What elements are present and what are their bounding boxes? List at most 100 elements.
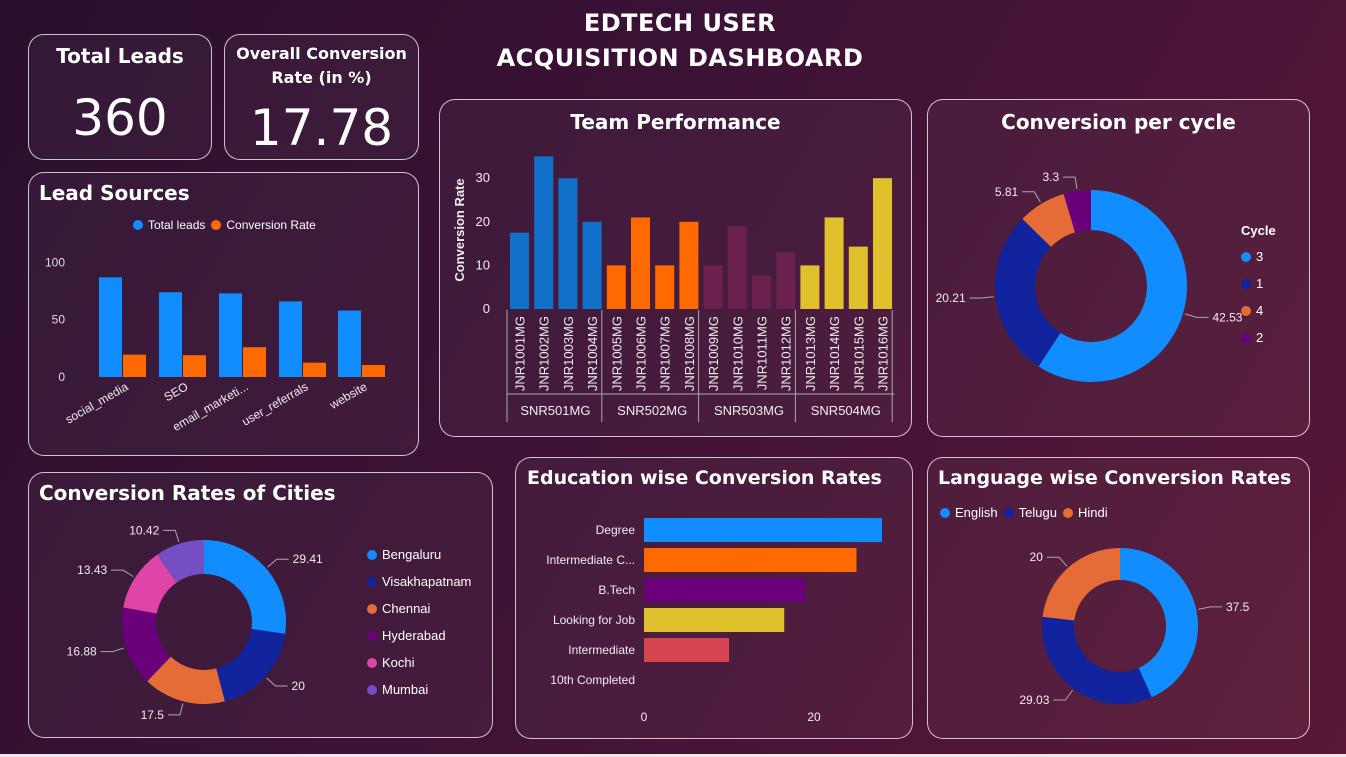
bar-jnr1009mg	[703, 265, 723, 309]
x-tick-label: JNR1012MG	[779, 316, 794, 391]
bar-jnr1003mg	[558, 178, 578, 309]
bar-total-leads	[99, 277, 122, 377]
leader-line	[163, 529, 180, 543]
bar-conversion-rate	[303, 362, 326, 377]
x-tick-label: JNR1003MG	[561, 316, 576, 391]
legend-dot	[133, 220, 143, 230]
cycle-legend-item-3[interactable]: 3	[1241, 243, 1276, 270]
legend-label: Kochi	[382, 655, 415, 670]
education-conversion-chart: Degree Intermediate C... B.Tech Looking for…	[546, 518, 882, 724]
legend-dot	[1241, 305, 1251, 316]
bar-total-leads	[219, 293, 242, 377]
bar-jnr1014mg	[824, 217, 844, 309]
donut-slice-english	[1120, 548, 1198, 698]
team-performance-title: Team Performance	[570, 110, 781, 134]
x-tick-label: 20	[807, 710, 821, 724]
donut-slice-telugu	[1042, 616, 1152, 704]
leader-line	[266, 677, 288, 687]
language-legend-item-telugu[interactable]: Telugu	[1003, 505, 1057, 520]
bar-conversion-rate	[243, 347, 266, 377]
city-legend-item-bengaluru[interactable]: Bengaluru	[367, 541, 471, 568]
bar-jnr1005mg	[606, 265, 626, 309]
legend-dot	[367, 630, 377, 641]
y-tick-label: 50	[52, 313, 66, 327]
data-label: 37.5	[1226, 600, 1250, 614]
y-tick-label: 20	[476, 214, 490, 229]
legend-dot	[1241, 251, 1251, 262]
city-legend-item-hyderabad[interactable]: Hyderabad	[367, 622, 471, 649]
donut-slice-3	[1038, 190, 1187, 382]
legend-dot	[211, 220, 222, 230]
conversion-rate-card[interactable]: Overall Conversion Rate (in %) 17.78	[224, 34, 419, 160]
leader-line	[1198, 606, 1222, 610]
legend-label: Hyderabad	[382, 628, 446, 643]
city-legend: Bengaluru Visakhapatnam Chennai Hyderaba…	[367, 541, 471, 703]
donut-slice-chennai	[147, 656, 225, 704]
total-leads-card[interactable]: Total Leads 360	[28, 34, 212, 160]
y-tick-label: Intermediate	[568, 643, 635, 657]
legend-item-conversion-rate[interactable]: Conversion Rate	[211, 218, 316, 232]
language-conversion-title: Language wise Conversion Rates	[938, 467, 1292, 489]
bar-jnr1004mg	[582, 221, 602, 309]
city-conversion-card[interactable]: Conversion Rates of Cities 29.41 20 17.5 16…	[28, 472, 493, 738]
legend-label: Conversion Rate	[226, 218, 316, 232]
group-label: SNR501MG	[520, 403, 590, 418]
language-legend-item-hindi[interactable]: Hindi	[1062, 505, 1108, 520]
conversion-rate-label-line-1: Overall Conversion	[236, 44, 407, 63]
x-tick-label: JNR1004MG	[585, 316, 600, 391]
donut-slice-bengaluru	[204, 540, 286, 634]
donut-slice-visakhapatnam	[216, 628, 286, 702]
data-label: 5.81	[995, 185, 1019, 199]
bar-jnr1001mg	[510, 232, 529, 309]
cycle-legend-item-2[interactable]: 2	[1241, 324, 1276, 351]
title-line-1: EDTECH USER	[583, 9, 777, 37]
bar-jnr1013mg	[800, 265, 820, 309]
bar	[644, 608, 785, 632]
bar-jnr1006mg	[631, 217, 650, 309]
bar-total-leads	[159, 292, 182, 377]
legend-label: Visakhapatnam	[382, 574, 472, 589]
y-tick-label: B.Tech	[598, 583, 635, 597]
city-conversion-title: Conversion Rates of Cities	[39, 481, 336, 505]
donut-slice-kochi	[123, 554, 177, 614]
x-tick-label: 0	[641, 710, 648, 724]
conversion-per-cycle-card[interactable]: Conversion per cycle 42.53 20.21 5.81 3.3 C…	[927, 99, 1310, 437]
city-legend-item-visakhapatnam[interactable]: Visakhapatnam	[367, 568, 471, 595]
x-tick-label: JNR1014MG	[827, 316, 842, 391]
cycle-legend-item-1[interactable]: 1	[1241, 270, 1276, 297]
city-legend-item-kochi[interactable]: Kochi	[367, 649, 471, 676]
x-tick-label: JNR1002MG	[537, 316, 552, 391]
lead-sources-legend: Total leads Conversion Rate	[133, 218, 316, 232]
language-legend-item-english[interactable]: English	[940, 505, 998, 520]
cycle-legend-item-4[interactable]: 4	[1241, 297, 1276, 324]
lead-sources-card[interactable]: Lead Sources Total leads Conversion Rate…	[28, 172, 419, 456]
footer-bar	[0, 754, 1346, 757]
y-tick-label: 30	[476, 170, 490, 185]
bar-total-leads	[338, 310, 361, 377]
donut-slice-1	[995, 218, 1061, 367]
data-label: 29.03	[1019, 693, 1049, 707]
data-label: 20.21	[936, 291, 966, 305]
bar-jnr1002mg	[534, 156, 554, 309]
data-label: 42.53	[1212, 310, 1242, 324]
leader-line	[1063, 176, 1078, 190]
language-conversion-card[interactable]: Language wise Conversion Rates English T…	[927, 457, 1310, 739]
education-conversion-card[interactable]: Education wise Conversion Rates Degree In…	[515, 457, 913, 739]
legend-item-total-leads[interactable]: Total leads	[133, 218, 205, 232]
conversion-per-cycle-title: Conversion per cycle	[1001, 110, 1236, 134]
group-label: SNR502MG	[617, 403, 687, 418]
x-tick-label: JNR1010MG	[730, 316, 745, 391]
donut-slice-2	[1063, 190, 1091, 233]
leader-line	[1046, 556, 1068, 567]
legend-dot	[1241, 332, 1251, 343]
city-legend-item-chennai[interactable]: Chennai	[367, 595, 471, 622]
team-performance-card[interactable]: Team Performance 0 10 20 30 Conversion Rate J…	[439, 99, 912, 437]
bar-total-leads	[279, 301, 302, 377]
y-tick-label: Looking for Job	[553, 613, 635, 627]
legend-label: English	[955, 505, 998, 520]
data-label: 20	[292, 679, 306, 693]
donut-slice-hindi	[1042, 548, 1120, 621]
y-tick-label: 0	[58, 370, 65, 384]
city-legend-item-mumbai[interactable]: Mumbai	[367, 676, 471, 703]
leader-line	[111, 569, 134, 578]
